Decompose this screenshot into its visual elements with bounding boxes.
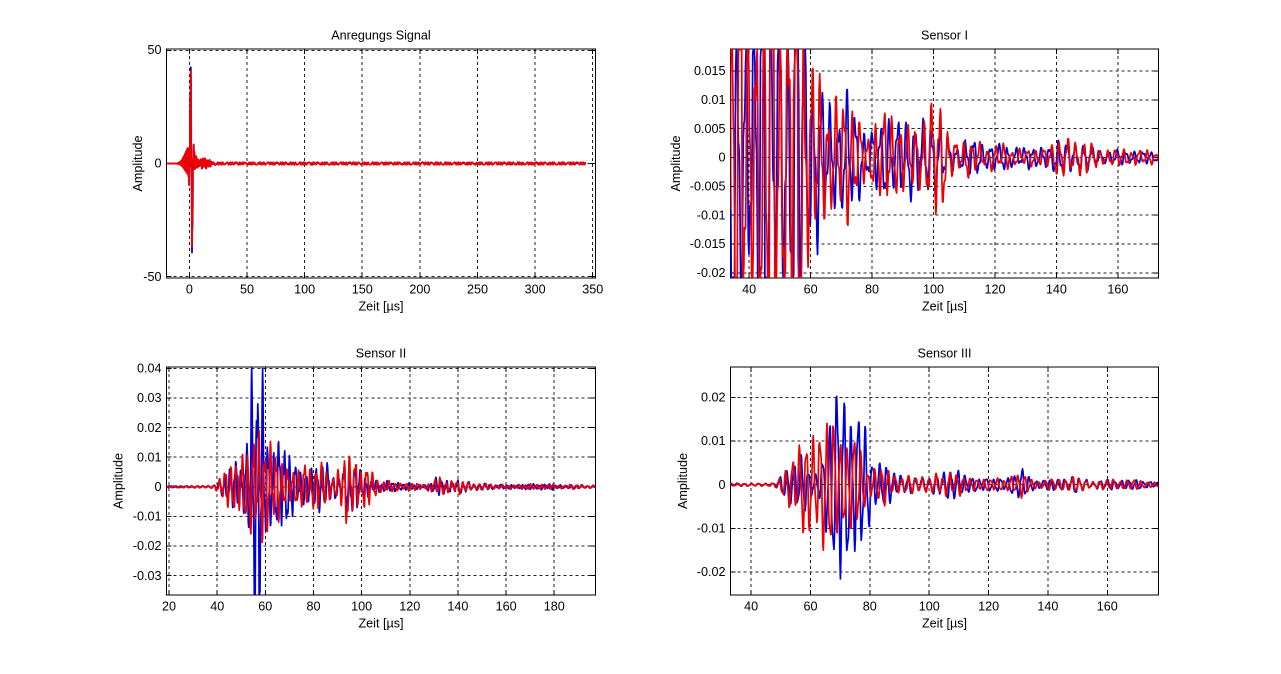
svg-text:100: 100 <box>919 600 940 614</box>
svg-text:180: 180 <box>544 600 565 614</box>
svg-text:0: 0 <box>718 151 725 165</box>
svg-text:50: 50 <box>240 283 254 297</box>
svg-text:150: 150 <box>352 283 373 297</box>
svg-text:100: 100 <box>294 283 315 297</box>
svg-text:160: 160 <box>496 600 517 614</box>
svg-text:-0.005: -0.005 <box>690 180 726 194</box>
svg-text:-0.02: -0.02 <box>697 565 726 579</box>
svg-text:80: 80 <box>306 600 320 614</box>
svg-text:40: 40 <box>210 600 224 614</box>
svg-text:60: 60 <box>803 600 817 614</box>
svg-text:120: 120 <box>984 283 1005 297</box>
svg-text:Zeit [µs]: Zeit [µs] <box>922 616 967 630</box>
svg-text:300: 300 <box>525 283 546 297</box>
svg-text:0.02: 0.02 <box>701 391 726 405</box>
svg-text:0.005: 0.005 <box>694 122 726 136</box>
svg-text:140: 140 <box>1046 283 1067 297</box>
svg-text:-0.02: -0.02 <box>697 266 726 280</box>
svg-text:Amplitude: Amplitude <box>676 453 690 509</box>
svg-text:Anregungs Signal: Anregungs Signal <box>331 29 430 43</box>
svg-text:0.03: 0.03 <box>137 391 162 405</box>
svg-text:-0.01: -0.01 <box>133 510 162 524</box>
svg-text:0: 0 <box>718 478 725 492</box>
svg-text:60: 60 <box>258 600 272 614</box>
svg-text:0.01: 0.01 <box>137 450 162 464</box>
svg-text:250: 250 <box>467 283 488 297</box>
svg-text:Zeit [µs]: Zeit [µs] <box>922 299 967 313</box>
svg-text:Sensor III: Sensor III <box>918 347 972 361</box>
svg-text:0: 0 <box>186 283 193 297</box>
svg-text:-0.015: -0.015 <box>690 237 726 251</box>
svg-text:100: 100 <box>923 283 944 297</box>
svg-text:0.02: 0.02 <box>137 421 162 435</box>
svg-text:Amplitude: Amplitude <box>669 135 683 191</box>
svg-text:160: 160 <box>1097 600 1118 614</box>
svg-text:40: 40 <box>744 600 758 614</box>
svg-text:200: 200 <box>409 283 430 297</box>
svg-text:50: 50 <box>147 43 161 57</box>
svg-text:140: 140 <box>1037 600 1058 614</box>
svg-text:80: 80 <box>865 283 879 297</box>
svg-text:Zeit [µs]: Zeit [µs] <box>358 616 403 630</box>
svg-text:0.01: 0.01 <box>701 93 726 107</box>
svg-text:120: 120 <box>978 600 999 614</box>
svg-text:-50: -50 <box>143 270 161 284</box>
svg-text:Sensor I: Sensor I <box>921 29 968 43</box>
svg-text:0: 0 <box>154 480 161 494</box>
svg-text:60: 60 <box>804 283 818 297</box>
svg-text:0: 0 <box>154 157 161 171</box>
svg-text:-0.01: -0.01 <box>697 522 726 536</box>
svg-text:0.01: 0.01 <box>701 434 726 448</box>
svg-text:Amplitude: Amplitude <box>112 453 126 509</box>
svg-text:0.04: 0.04 <box>137 362 162 376</box>
svg-text:Sensor II: Sensor II <box>356 347 406 361</box>
svg-text:100: 100 <box>351 600 372 614</box>
svg-text:160: 160 <box>1107 283 1128 297</box>
svg-text:-0.01: -0.01 <box>697 208 726 222</box>
svg-text:350: 350 <box>582 283 603 297</box>
svg-text:-0.02: -0.02 <box>133 539 162 553</box>
svg-text:80: 80 <box>863 600 877 614</box>
svg-text:20: 20 <box>162 600 176 614</box>
svg-text:-0.03: -0.03 <box>133 569 162 583</box>
svg-text:140: 140 <box>447 600 468 614</box>
svg-text:Amplitude: Amplitude <box>131 135 145 191</box>
svg-text:0.015: 0.015 <box>694 64 726 78</box>
svg-text:40: 40 <box>742 283 756 297</box>
svg-text:Zeit [µs]: Zeit [µs] <box>358 299 403 313</box>
svg-text:120: 120 <box>399 600 420 614</box>
